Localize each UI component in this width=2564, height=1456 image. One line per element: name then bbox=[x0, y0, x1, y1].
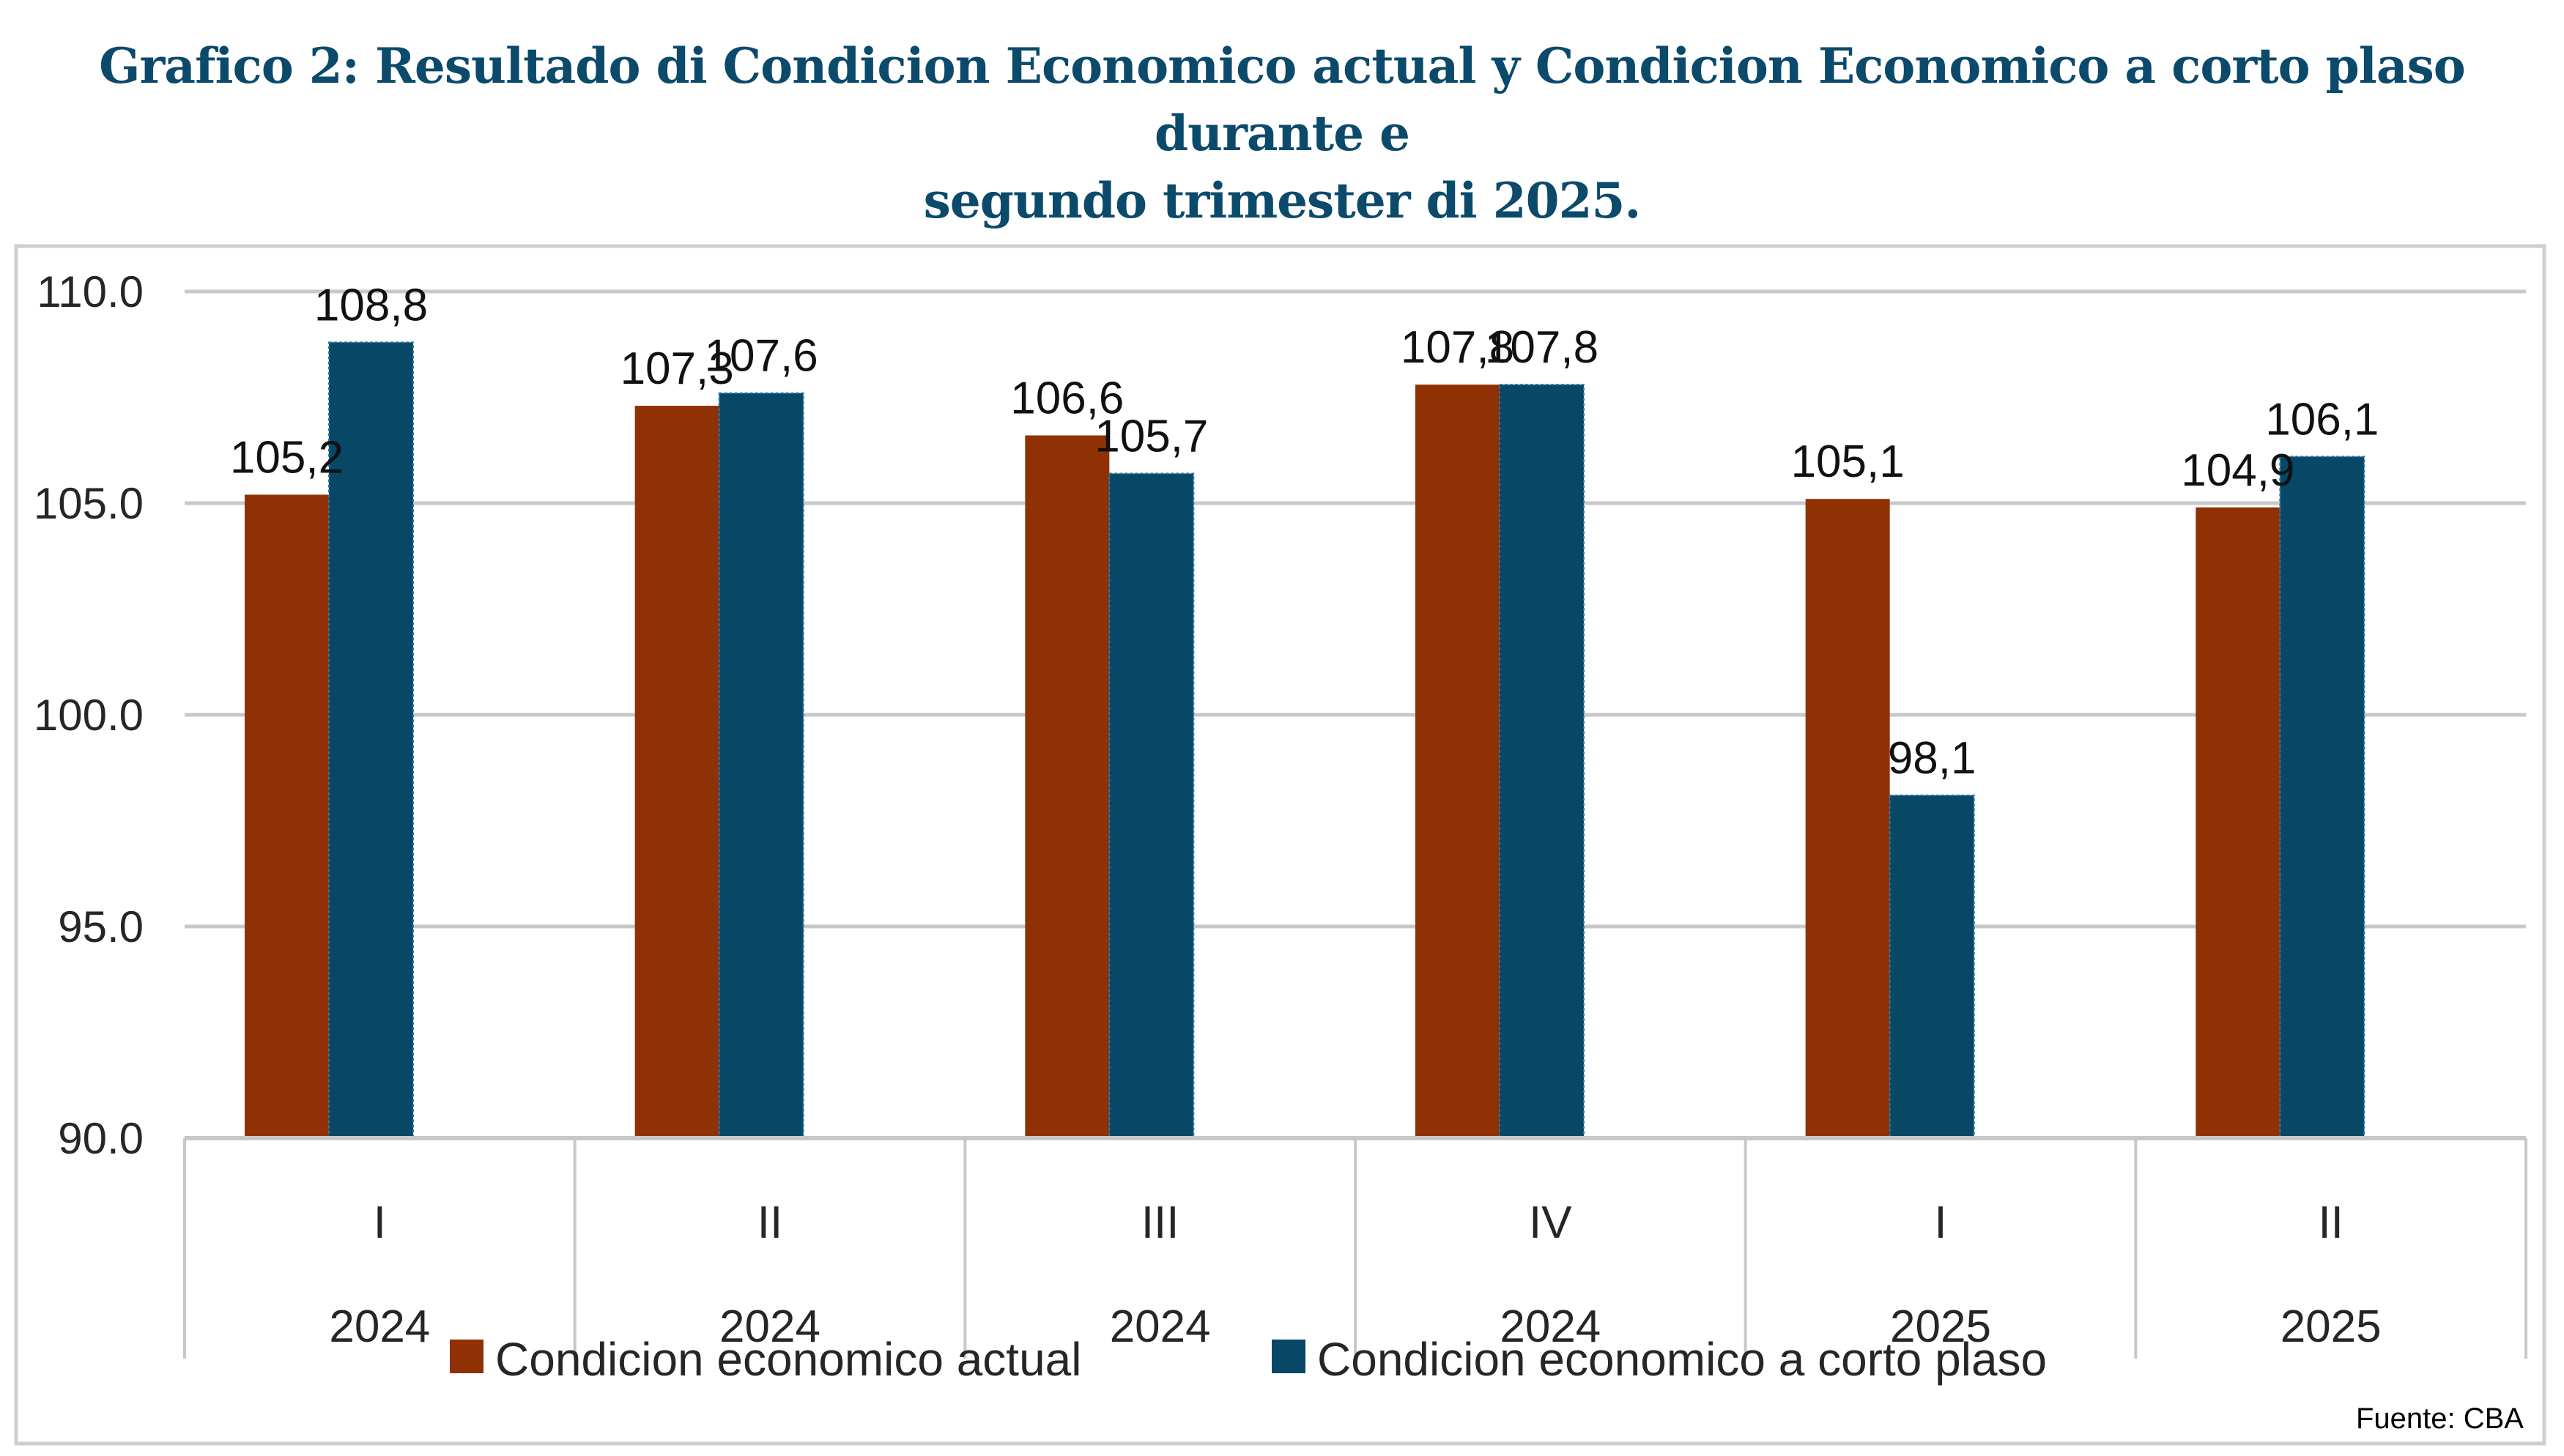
data-label: 105,7 bbox=[1094, 412, 1208, 462]
y-tick-label: 105.0 bbox=[34, 479, 144, 528]
bar-corto-plaso bbox=[1889, 794, 1975, 1139]
y-tick-label: 100.0 bbox=[34, 691, 144, 740]
data-label: 105,2 bbox=[230, 432, 344, 483]
y-axis-tick-labels: 90.0 95.0 100.0 105.0 110.0 bbox=[34, 267, 144, 1163]
bar-actual bbox=[1025, 435, 1110, 1138]
bar-actual bbox=[634, 406, 719, 1138]
x-year-label: 2024 bbox=[719, 1301, 820, 1352]
x-quarter-label: I bbox=[1934, 1197, 1946, 1248]
bar-actual bbox=[245, 494, 329, 1138]
y-tick-label: 110.0 bbox=[37, 267, 144, 316]
chart-title-line-1: Grafico 2: Resultado di Condicion Econom… bbox=[99, 37, 2466, 162]
data-label: 107,8 bbox=[1401, 322, 1514, 373]
x-quarter-label: III bbox=[1141, 1197, 1179, 1248]
x-year-label: 2024 bbox=[1500, 1301, 1601, 1352]
legend-swatch bbox=[1272, 1340, 1305, 1373]
bar-corto-plaso bbox=[1499, 384, 1585, 1139]
bar-actual bbox=[1415, 385, 1500, 1139]
legend-label: Condicion economico a corto plaso bbox=[1317, 1333, 2047, 1386]
legend-label: Condicion economico actual bbox=[495, 1333, 1081, 1386]
legend: Condicion economico actual Condicion econ… bbox=[450, 1333, 2047, 1386]
x-quarter-label: IV bbox=[1529, 1197, 1572, 1248]
data-label: 105,1 bbox=[1791, 437, 1905, 487]
bar-corto-plaso bbox=[718, 392, 804, 1139]
bar-actual bbox=[1805, 499, 1890, 1138]
chart-title: Grafico 2: Resultado di Condicion Econom… bbox=[0, 32, 2564, 234]
data-label: 104,9 bbox=[2181, 445, 2294, 496]
y-tick-label: 90.0 bbox=[58, 1114, 144, 1163]
legend-item-actual: Condicion economico actual bbox=[450, 1333, 1081, 1386]
y-tick-label: 95.0 bbox=[58, 902, 144, 951]
data-label: 107,6 bbox=[705, 331, 818, 382]
bar-corto-plaso bbox=[2279, 456, 2365, 1139]
chart-title-line-2: segundo trimester di 2025. bbox=[923, 172, 1642, 229]
legend-item-corto-plaso: Condicion economico a corto plaso bbox=[1272, 1333, 2047, 1386]
data-label: 106,6 bbox=[1010, 374, 1124, 424]
bar-actual bbox=[2196, 507, 2280, 1138]
legend-swatch bbox=[450, 1340, 483, 1373]
x-quarter-label: II bbox=[757, 1197, 782, 1248]
x-year-label: 2025 bbox=[2280, 1301, 2382, 1352]
gridlines bbox=[185, 289, 2526, 929]
source-note: Fuente: CBA bbox=[2356, 1403, 2524, 1435]
data-label: 106,1 bbox=[2265, 394, 2379, 445]
data-label: 107,3 bbox=[620, 343, 734, 394]
data-label: 108,8 bbox=[314, 280, 428, 330]
x-year-label: 2025 bbox=[1890, 1301, 1991, 1352]
x-year-label: 2024 bbox=[1110, 1301, 1211, 1352]
x-quarter-label: II bbox=[2318, 1197, 2343, 1248]
x-quarter-label: I bbox=[374, 1197, 386, 1248]
data-label: 98,1 bbox=[1888, 733, 1976, 784]
bar-corto-plaso bbox=[1108, 472, 1195, 1139]
x-year-label: 2024 bbox=[329, 1301, 430, 1352]
bar-corto-plaso bbox=[328, 341, 414, 1139]
x-axis: I 2024 II 2024 III 2024 IV 2024 I 2025 II 2025 bbox=[183, 1136, 2527, 1359]
bars bbox=[245, 341, 2365, 1139]
data-label: 107,8 bbox=[1485, 322, 1598, 373]
chart-frame bbox=[14, 244, 2546, 1446]
